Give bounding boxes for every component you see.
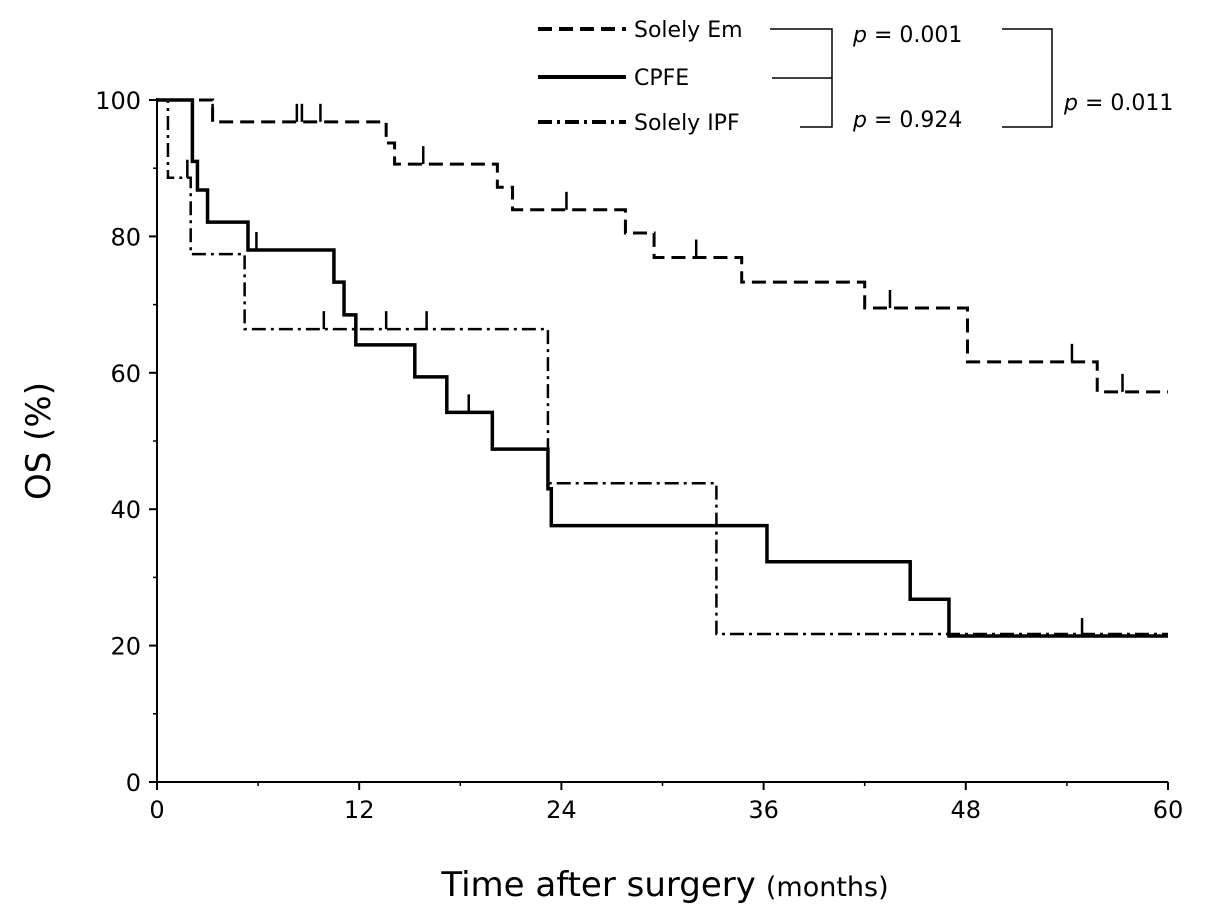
legend: Solely Em CPFE Solely IPF p = 0.001 p = … xyxy=(538,18,1173,136)
p-value-cpfe-vs-ipf: p = 0.924 xyxy=(852,108,962,133)
bracket-inner xyxy=(770,28,833,128)
y-axis-title: OS (%) xyxy=(19,382,59,500)
y-tick-label: 80 xyxy=(110,223,141,251)
p-value-em-vs-ipf: p = 0.011 xyxy=(1063,91,1173,116)
y-tick-label: 40 xyxy=(110,496,141,524)
y-tick-label: 60 xyxy=(110,360,141,388)
x-tick-label: 36 xyxy=(748,796,779,824)
km-curve-solely-em xyxy=(157,98,1168,394)
y-tick-label: 0 xyxy=(126,769,141,797)
x-tick-label: 0 xyxy=(149,796,164,824)
km-curve-solely-ipf xyxy=(157,98,1168,636)
x-axis-title: Time after surgery (months) xyxy=(440,865,888,905)
series-solely-ipf xyxy=(157,98,1168,636)
curves xyxy=(157,98,1168,638)
series-solely-em xyxy=(157,98,1168,394)
legend-label-cpfe: CPFE xyxy=(634,66,689,91)
p-value-em-vs-cpfe: p = 0.001 xyxy=(852,23,962,48)
series-cpfe xyxy=(157,98,1168,638)
x-tick-label: 60 xyxy=(1153,796,1184,824)
legend-label-solely-ipf: Solely IPF xyxy=(634,111,740,136)
bracket-outer xyxy=(1002,28,1053,128)
x-tick-label: 24 xyxy=(546,796,577,824)
axes: 0 20 40 60 80 100 0 12 24 36 48 60 xyxy=(95,87,1183,824)
x-tick-label: 12 xyxy=(344,796,375,824)
y-tick-label: 20 xyxy=(110,633,141,661)
x-tick-label: 48 xyxy=(951,796,982,824)
legend-label-solely-em: Solely Em xyxy=(634,18,743,43)
y-tick-label: 100 xyxy=(95,87,141,115)
km-curve-cpfe xyxy=(157,98,1168,638)
